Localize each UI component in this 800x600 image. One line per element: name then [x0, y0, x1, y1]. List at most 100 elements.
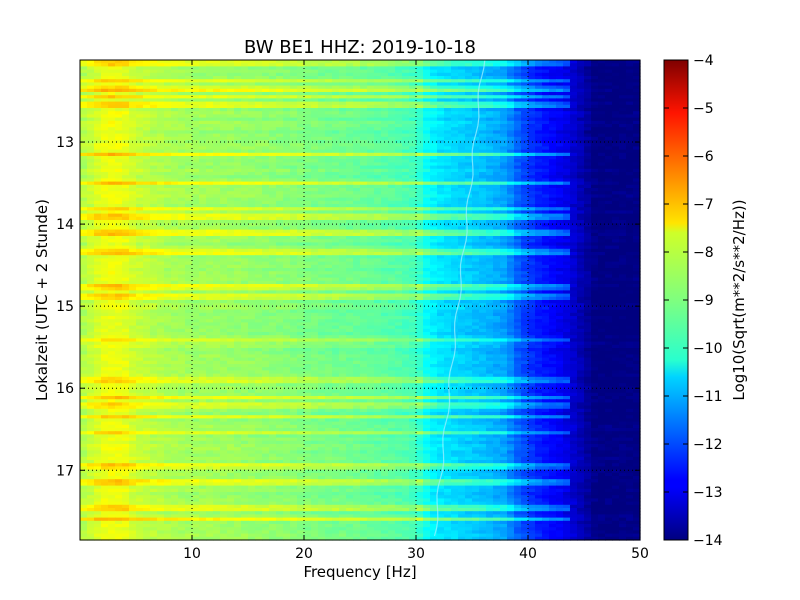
- heatmap-cell: [199, 72, 207, 77]
- heatmap-cell: [360, 124, 368, 128]
- heatmap-cell: [626, 66, 634, 71]
- heatmap-cell: [87, 66, 95, 71]
- heatmap-cell: [206, 95, 214, 99]
- heatmap-cell: [283, 133, 291, 138]
- heatmap-cell: [325, 136, 333, 141]
- heatmap-row: [80, 178, 641, 183]
- heatmap-cell: [241, 69, 249, 74]
- heatmap-cell: [528, 136, 536, 141]
- heatmap-cell: [486, 88, 494, 93]
- heatmap-cell: [374, 79, 382, 83]
- heatmap-cell: [108, 143, 116, 147]
- heatmap-cell: [164, 114, 172, 119]
- heatmap-cell: [332, 165, 340, 170]
- heatmap-cell: [234, 178, 242, 183]
- heatmap-cell: [318, 63, 326, 67]
- heatmap-cell: [129, 79, 137, 83]
- heatmap-cell: [80, 127, 88, 131]
- heatmap-cell: [374, 178, 382, 183]
- heatmap-cell: [584, 159, 592, 163]
- heatmap-cell: [143, 152, 151, 157]
- heatmap-cell: [507, 130, 515, 135]
- heatmap-cell: [528, 152, 536, 157]
- heatmap-cell: [563, 117, 571, 122]
- heatmap-cell: [339, 156, 347, 160]
- heatmap-cell: [458, 149, 466, 154]
- heatmap-cell: [563, 130, 571, 135]
- heatmap-cell: [388, 101, 396, 106]
- heatmap-row: [80, 191, 641, 195]
- heatmap-cell: [101, 168, 109, 173]
- heatmap-cell: [451, 156, 459, 160]
- heatmap-cell: [150, 88, 158, 93]
- heatmap-cell: [360, 66, 368, 71]
- heatmap-cell: [430, 88, 438, 93]
- heatmap-cell: [185, 111, 193, 115]
- heatmap-cell: [311, 108, 319, 112]
- heatmap-cell: [451, 133, 459, 138]
- heatmap-cell: [171, 76, 179, 80]
- heatmap-cell: [304, 95, 312, 99]
- heatmap-cell: [122, 130, 130, 135]
- heatmap-cell: [220, 101, 228, 106]
- heatmap-cell: [164, 159, 172, 163]
- heatmap-cell: [94, 165, 102, 170]
- heatmap-cell: [507, 63, 515, 67]
- heatmap-cell: [367, 146, 375, 151]
- heatmap-cell: [591, 101, 599, 106]
- heatmap-cell: [360, 72, 368, 77]
- heatmap-cell: [633, 117, 641, 122]
- heatmap-cell: [157, 178, 165, 183]
- heatmap-cell: [227, 149, 235, 154]
- heatmap-cell: [542, 178, 550, 183]
- heatmap-cell: [136, 175, 144, 179]
- heatmap-cell: [136, 88, 144, 93]
- heatmap-cell: [304, 188, 312, 192]
- heatmap-cell: [255, 130, 263, 135]
- heatmap-cell: [388, 168, 396, 173]
- heatmap-cell: [206, 188, 214, 192]
- heatmap-cell: [500, 127, 508, 131]
- heatmap-cell: [290, 82, 298, 87]
- heatmap-cell: [213, 178, 221, 183]
- heatmap-cell: [542, 104, 550, 109]
- heatmap-cell: [381, 175, 389, 179]
- heatmap-cell: [542, 124, 550, 128]
- heatmap-cell: [297, 162, 305, 167]
- heatmap-cell: [472, 85, 480, 90]
- heatmap-cell: [360, 149, 368, 154]
- heatmap-cell: [549, 60, 557, 64]
- heatmap-cell: [584, 165, 592, 170]
- heatmap-cell: [528, 63, 536, 67]
- heatmap-cell: [633, 162, 641, 167]
- heatmap-cell: [178, 140, 186, 144]
- heatmap-cell: [430, 101, 438, 106]
- heatmap-cell: [136, 140, 144, 144]
- heatmap-cell: [185, 101, 193, 106]
- heatmap-cell: [493, 175, 501, 179]
- heatmap-cell: [360, 156, 368, 160]
- heatmap-cell: [472, 111, 480, 115]
- heatmap-cell: [409, 82, 417, 87]
- heatmap-cell: [374, 156, 382, 160]
- heatmap-cell: [87, 162, 95, 167]
- heatmap-cell: [339, 98, 347, 103]
- heatmap-cell: [87, 143, 95, 147]
- heatmap-cell: [192, 111, 200, 115]
- heatmap-cell: [353, 120, 361, 125]
- heatmap-cell: [94, 108, 102, 112]
- heatmap-cell: [115, 146, 123, 151]
- heatmap-cell: [311, 60, 319, 64]
- heatmap-cell: [101, 79, 109, 83]
- heatmap-cell: [402, 104, 410, 109]
- heatmap-cell: [430, 156, 438, 160]
- heatmap-cell: [304, 79, 312, 83]
- heatmap-cell: [339, 191, 347, 195]
- heatmap-cell: [563, 95, 571, 99]
- heatmap-cell: [304, 140, 312, 144]
- heatmap-cell: [486, 130, 494, 135]
- heatmap-row: [80, 188, 641, 192]
- heatmap-cell: [290, 111, 298, 115]
- heatmap-cell: [101, 172, 109, 176]
- heatmap-cell: [451, 178, 459, 183]
